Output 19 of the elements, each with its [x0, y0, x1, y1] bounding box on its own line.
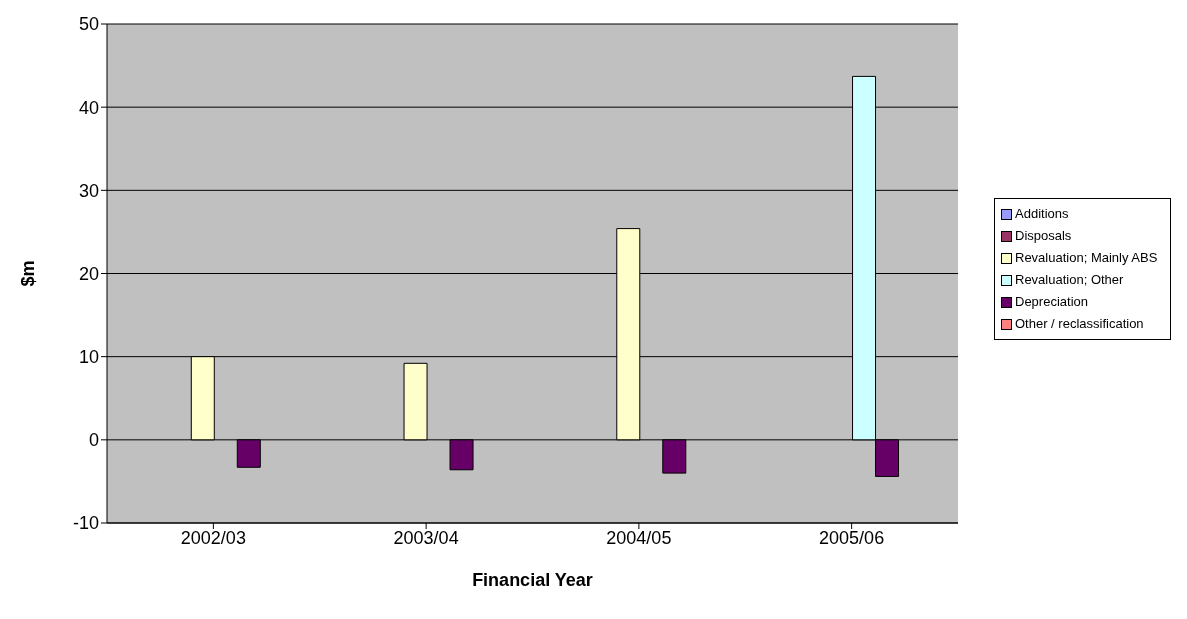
legend-label: Additions	[1015, 205, 1069, 223]
x-tick-label: 2004/05	[606, 527, 672, 548]
legend-label: Depreciation	[1015, 293, 1088, 311]
x-tick-label: 2003/04	[393, 527, 459, 548]
legend-label: Revaluation; Mainly ABS	[1015, 249, 1158, 267]
y-tick-label: 50	[78, 14, 99, 35]
y-tick-label: 0	[88, 430, 99, 451]
x-tick-label: 2002/03	[180, 527, 246, 548]
y-tick-label: -10	[72, 513, 99, 534]
x-tick-label: 2005/06	[819, 527, 885, 548]
legend-label: Disposals	[1015, 227, 1072, 245]
x-axis-title: Financial Year	[472, 569, 593, 590]
y-tick-label: 20	[78, 263, 99, 284]
legend-label: Revaluation; Other	[1015, 271, 1124, 289]
y-axis-title: $m	[18, 260, 39, 287]
legend-label: Other / reclassification	[1015, 315, 1144, 333]
y-tick-label: 30	[78, 180, 99, 201]
y-tick-label: 40	[78, 97, 99, 118]
y-tick-label: 10	[78, 347, 99, 368]
